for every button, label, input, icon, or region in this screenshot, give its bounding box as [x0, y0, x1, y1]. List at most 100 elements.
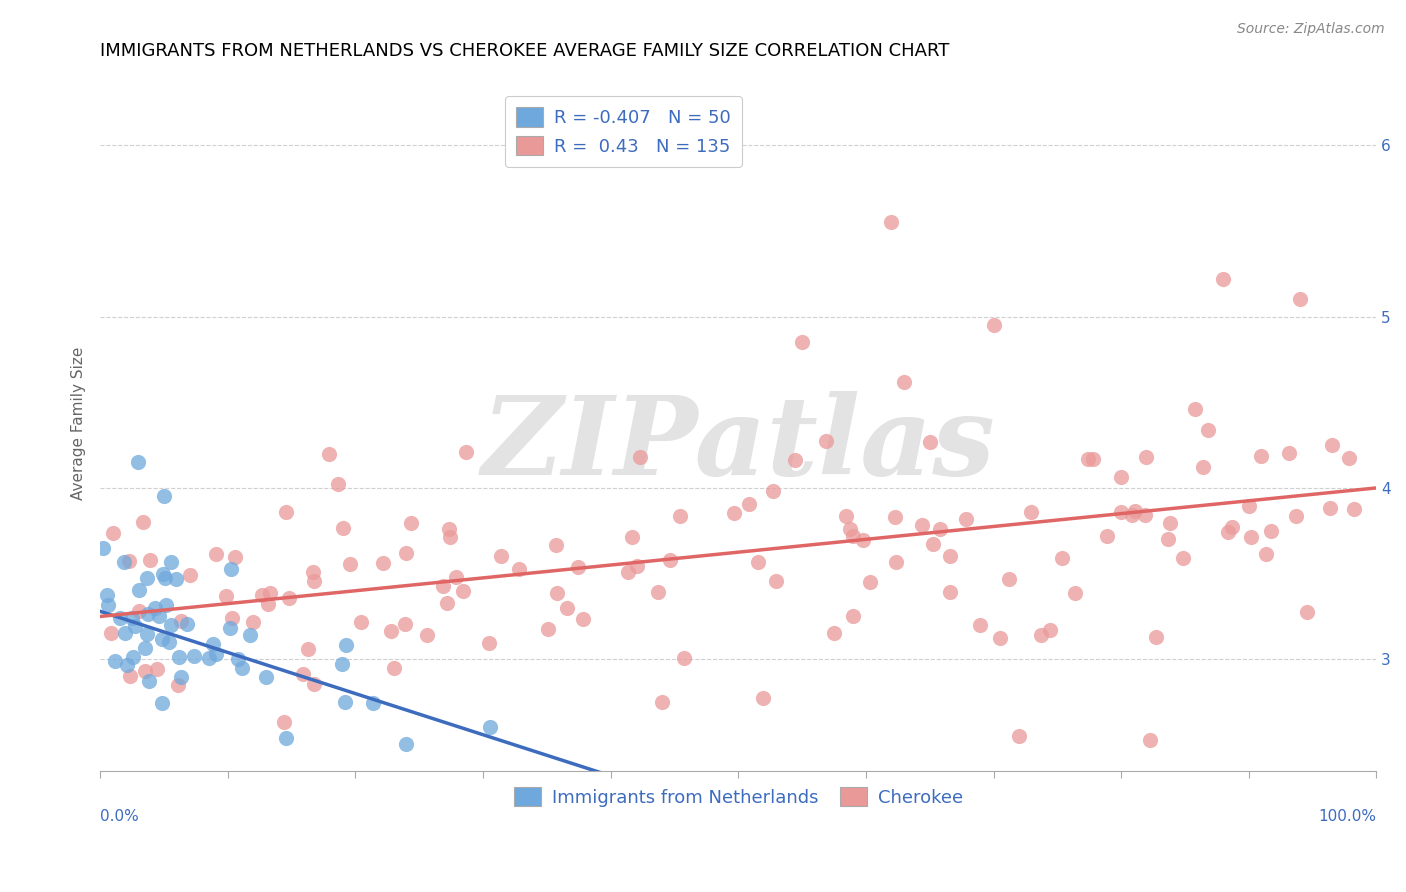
Point — [1135, 450, 1157, 464]
Point — [131, 515, 153, 529]
Point — [1319, 501, 1341, 516]
Point — [250, 588, 273, 602]
Point — [1159, 516, 1181, 530]
Point — [893, 376, 915, 390]
Text: Source: ZipAtlas.com: Source: ZipAtlas.com — [1237, 22, 1385, 37]
Point — [938, 549, 960, 563]
Point — [815, 434, 838, 449]
Point — [647, 585, 669, 599]
Point — [152, 566, 174, 581]
Text: 100.0%: 100.0% — [1319, 809, 1376, 824]
Point — [332, 521, 354, 535]
Point — [1322, 437, 1344, 451]
Point — [224, 550, 246, 565]
Point — [297, 641, 319, 656]
Point — [291, 666, 314, 681]
Point — [148, 608, 170, 623]
Point — [242, 615, 264, 629]
Point — [112, 555, 135, 569]
Point — [1212, 272, 1234, 286]
Point — [118, 554, 141, 568]
Point — [139, 552, 162, 566]
Point — [176, 616, 198, 631]
Point — [489, 549, 512, 563]
Point — [395, 737, 418, 751]
Point — [439, 530, 461, 544]
Point — [169, 614, 191, 628]
Point — [508, 562, 530, 576]
Point — [723, 506, 745, 520]
Point — [762, 484, 785, 499]
Point — [432, 578, 454, 592]
Point — [136, 571, 159, 585]
Point — [1050, 551, 1073, 566]
Point — [1343, 502, 1365, 516]
Point — [988, 631, 1011, 645]
Point — [1021, 505, 1043, 519]
Point — [205, 647, 228, 661]
Point — [183, 648, 205, 663]
Point — [790, 335, 813, 350]
Point — [254, 669, 277, 683]
Point — [823, 626, 845, 640]
Point — [1296, 605, 1319, 619]
Point — [1220, 520, 1243, 534]
Point — [145, 662, 167, 676]
Point — [983, 318, 1005, 332]
Point — [668, 509, 690, 524]
Point — [363, 696, 385, 710]
Point — [1063, 585, 1085, 599]
Point — [274, 731, 297, 746]
Point — [380, 624, 402, 638]
Point — [135, 626, 157, 640]
Point — [110, 611, 132, 625]
Point — [454, 444, 477, 458]
Point — [929, 523, 952, 537]
Legend: Immigrants from Netherlands, Cherokee: Immigrants from Netherlands, Cherokee — [506, 780, 970, 814]
Point — [1039, 623, 1062, 637]
Point — [884, 555, 907, 569]
Point — [128, 604, 150, 618]
Point — [150, 632, 173, 646]
Point — [955, 512, 977, 526]
Point — [373, 556, 395, 570]
Point — [1339, 451, 1361, 466]
Point — [1157, 533, 1180, 547]
Point — [150, 696, 173, 710]
Point — [747, 555, 769, 569]
Point — [256, 597, 278, 611]
Point — [273, 715, 295, 730]
Point — [394, 616, 416, 631]
Point — [231, 660, 253, 674]
Point — [1139, 733, 1161, 747]
Point — [939, 585, 962, 599]
Point — [143, 601, 166, 615]
Point — [628, 450, 651, 464]
Point — [1278, 446, 1301, 460]
Point — [100, 625, 122, 640]
Point — [1135, 508, 1157, 522]
Point — [1109, 470, 1132, 484]
Point — [167, 678, 190, 692]
Point — [221, 611, 243, 625]
Point — [444, 570, 467, 584]
Point — [859, 574, 882, 589]
Point — [659, 553, 682, 567]
Point — [157, 634, 180, 648]
Point — [1081, 452, 1104, 467]
Point — [737, 497, 759, 511]
Point — [1184, 402, 1206, 417]
Point — [1197, 423, 1219, 437]
Point — [120, 669, 142, 683]
Point — [1123, 504, 1146, 518]
Point — [221, 562, 243, 576]
Point — [96, 588, 118, 602]
Point — [198, 651, 221, 665]
Point — [752, 690, 775, 705]
Point — [453, 583, 475, 598]
Point — [439, 522, 461, 536]
Point — [841, 609, 863, 624]
Point — [226, 651, 249, 665]
Point — [842, 528, 865, 542]
Point — [218, 621, 240, 635]
